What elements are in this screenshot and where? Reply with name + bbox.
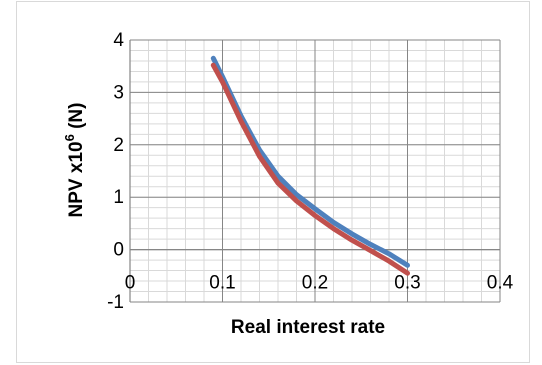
- series-line-2: [210, 62, 410, 276]
- axes: [129, 40, 500, 302]
- y-tick-labels: -1 0 1 2 3 4: [107, 30, 124, 313]
- major-gridlines: [129, 39, 501, 303]
- series-line-1: [210, 55, 410, 268]
- y-tick-label: 0: [113, 240, 124, 261]
- x-tick-label: 0.3: [394, 273, 420, 294]
- y-tick-label: 4: [113, 30, 124, 51]
- y-tick-label: 3: [113, 82, 124, 103]
- x-axis-title: Real interest rate: [231, 317, 385, 338]
- y-tick-label: 2: [113, 135, 124, 156]
- x-tick-label: 0.1: [209, 273, 235, 294]
- series-layer: [210, 55, 410, 276]
- x-tick-label: 0.2: [302, 273, 328, 294]
- x-tick-label: 0.4: [487, 273, 514, 294]
- y-tick-label: 1: [113, 187, 124, 208]
- x-tick-labels: 0 0.1 0.2 0.3 0.4: [125, 273, 514, 294]
- y-axis-title-unit: (N): [66, 103, 87, 135]
- y-axis-title: NPV x106 (N): [62, 103, 87, 218]
- x-tick-label: 0: [125, 273, 136, 294]
- y-tick-label: -1: [107, 292, 124, 313]
- y-axis-title-main: NPV x10: [66, 141, 87, 217]
- y-axis-title-sup: 6: [62, 134, 77, 141]
